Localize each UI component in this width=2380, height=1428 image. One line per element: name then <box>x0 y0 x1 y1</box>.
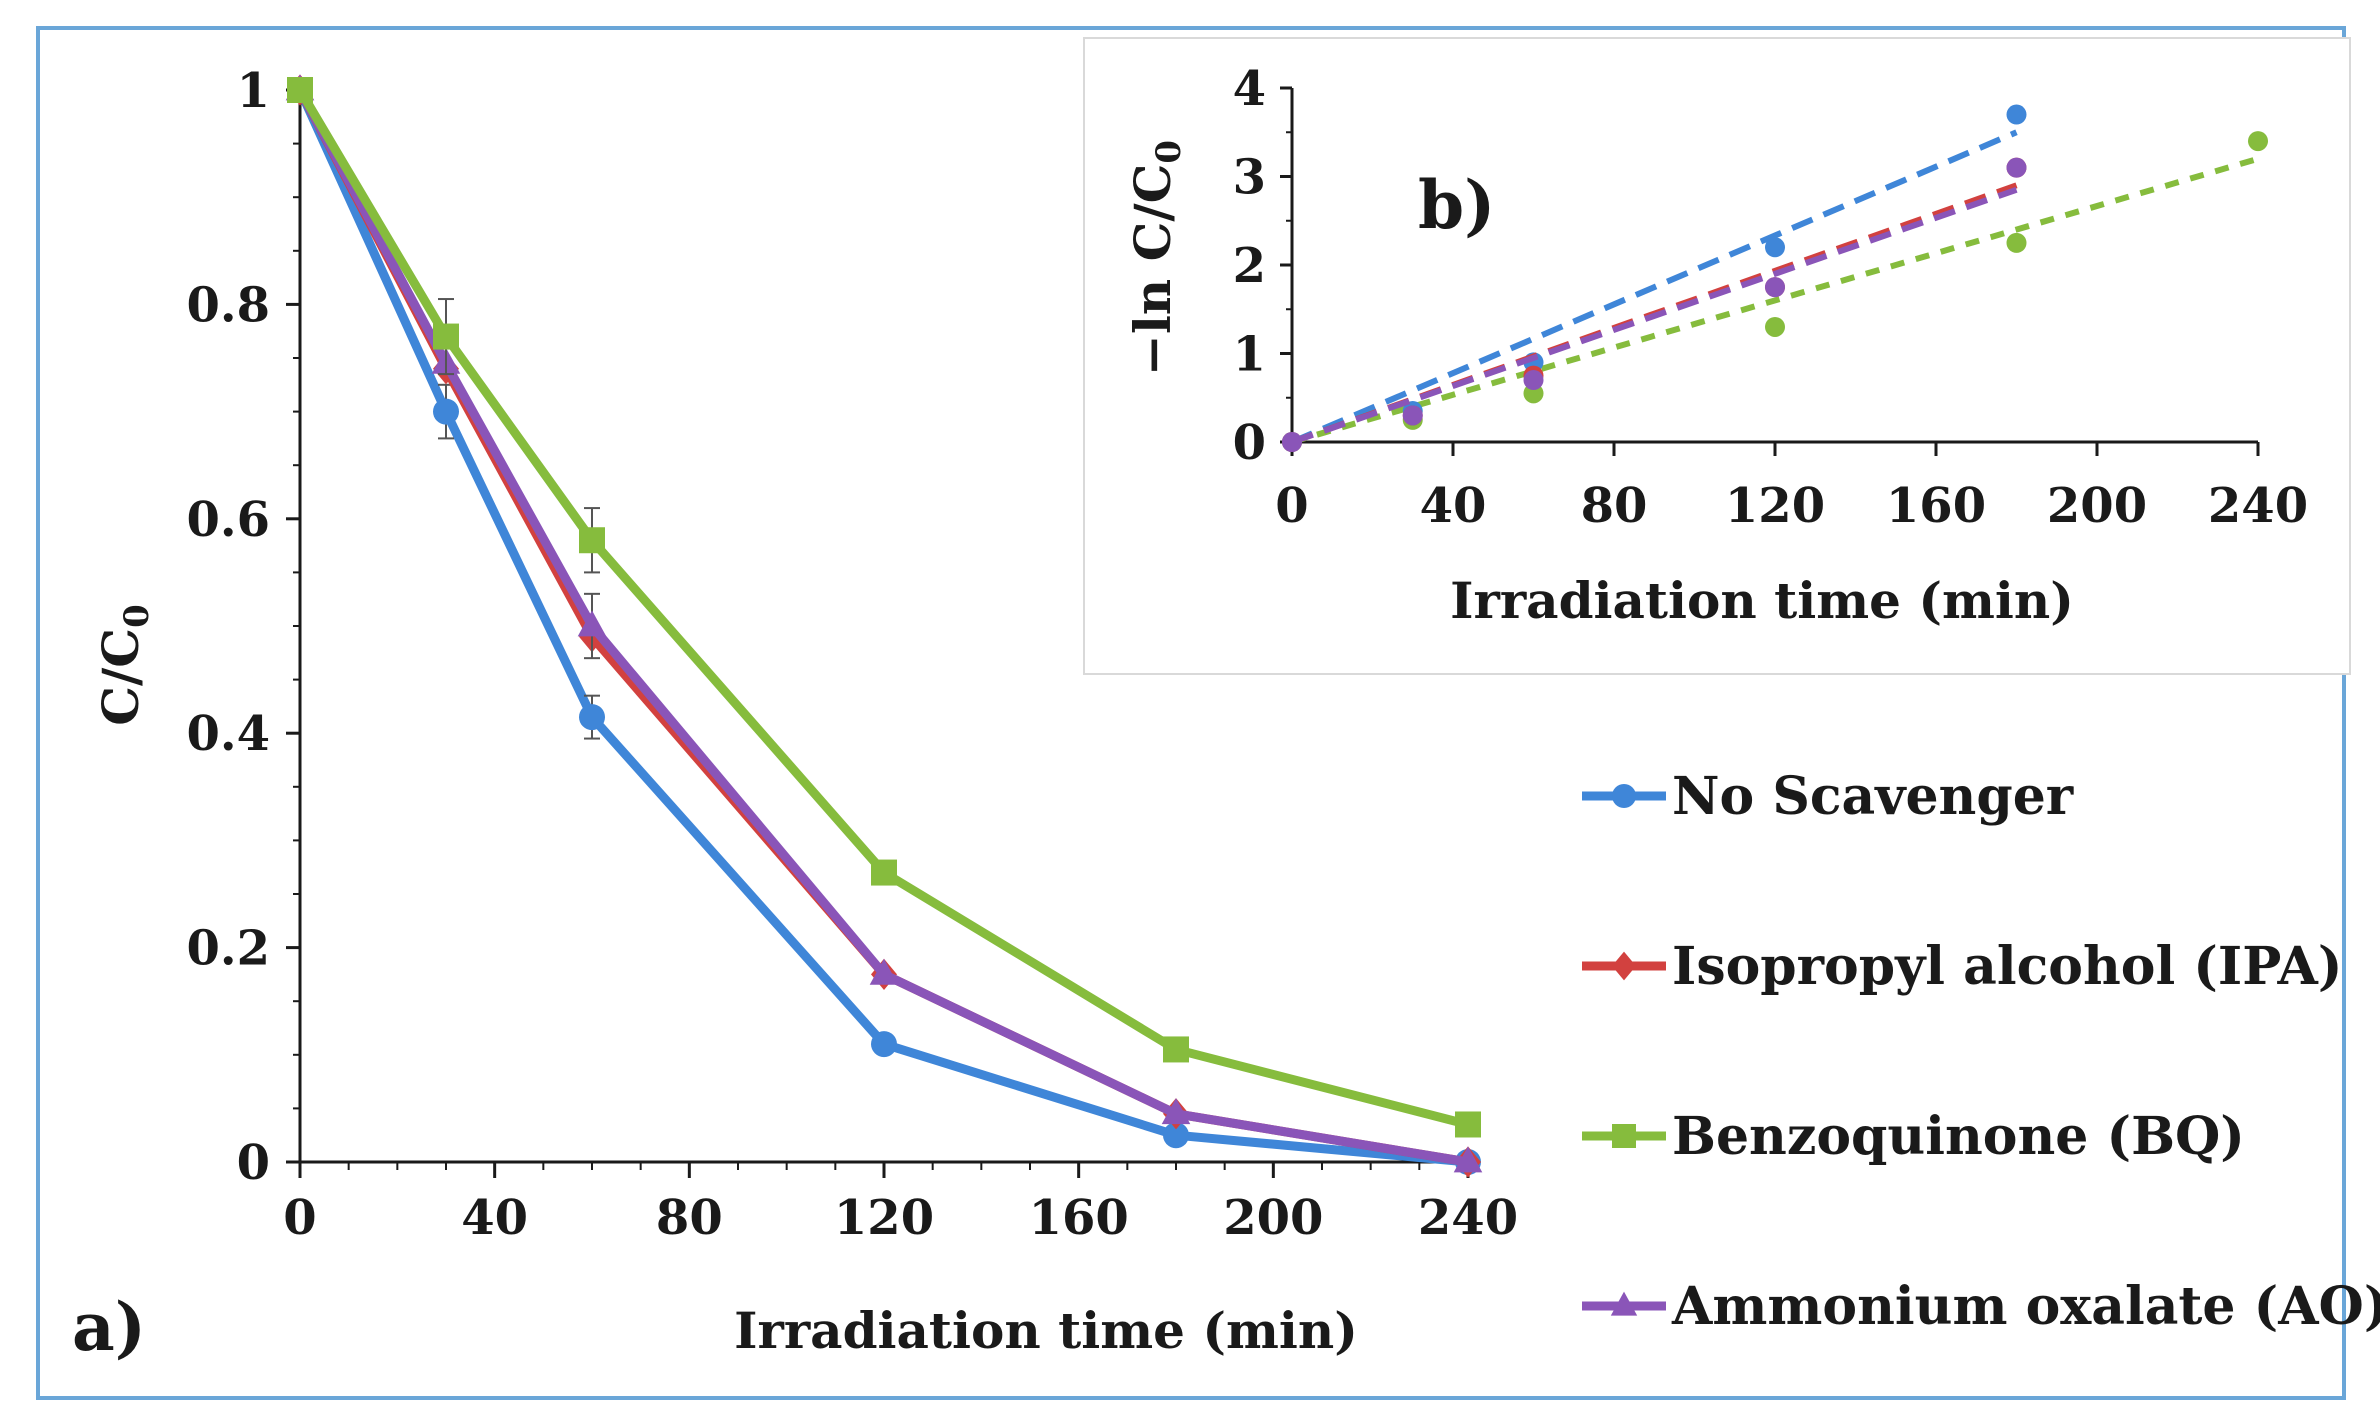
point-no-scavenger <box>871 1031 897 1058</box>
point-ammonium-oxalate-ao <box>1161 1098 1191 1125</box>
main-x-tick-label: 0 <box>283 1190 316 1246</box>
legend-item-isopropyl-alcohol-ipa: Isopropyl alcohol (IPA) <box>1582 936 2343 997</box>
main-x-tick-label: 80 <box>656 1190 723 1246</box>
inset-y-tick-label: 2 <box>1233 238 1266 294</box>
legend-label: Ammonium oxalate (AO) <box>1671 1276 2380 1337</box>
point-ammonium-oxalate-ao <box>869 958 899 985</box>
point-benzoquinone-bq <box>287 77 313 103</box>
point-benzoquinone-bq <box>579 527 605 554</box>
trendline-no-scavenger <box>1290 129 2018 445</box>
legend-label: Benzoquinone (BQ) <box>1672 1106 2245 1167</box>
main-series-group <box>285 74 1483 1178</box>
inset-point-benzoquinone-bq <box>2248 131 2268 152</box>
point-benzoquinone-bq <box>433 323 459 350</box>
trendline-ammonium-oxalate-ao <box>1291 186 2018 445</box>
line-ammonium-oxalate-ao <box>296 87 1469 1167</box>
point-benzoquinone-bq <box>1163 1036 1189 1063</box>
main-y-tick-label: 0 <box>237 1135 270 1191</box>
inset-x-tick-label: 240 <box>2208 478 2308 534</box>
panel-label-a: a) <box>72 1288 146 1366</box>
legend-swatch-marker <box>1612 951 1636 981</box>
inset-y-tick-label: 3 <box>1233 150 1266 206</box>
main-y-axis-title-main: C/C <box>91 628 150 726</box>
inset-y-axis-title-main: −ln C/C <box>1123 164 1182 377</box>
legend-item-benzoquinone-bq: Benzoquinone (BQ) <box>1582 1106 2245 1167</box>
main-y-axis-title: C/C0 <box>91 604 157 726</box>
legend-swatch-marker <box>1610 1291 1638 1316</box>
main-y-tick-label: 1 <box>237 63 270 119</box>
inset-y-tick-label: 4 <box>1233 61 1266 117</box>
main-axes: 00.20.40.60.810 40 80 120 160 200 240 <box>186 63 1518 1246</box>
main-y-tick-label: 0.8 <box>186 277 270 333</box>
panel-label-b: b) <box>1418 166 1495 244</box>
inset-point-ammonium-oxalate-ao <box>1402 405 1423 426</box>
inset-x-tick-label: 40 <box>1420 478 1487 534</box>
inset-series-group <box>1282 104 2268 452</box>
point-no-scavenger <box>579 704 605 731</box>
main-x-tick-label: 240 <box>1418 1190 1518 1246</box>
main-chart: 00.20.40.60.810 40 80 120 160 200 240 Irradiat… <box>72 63 1518 1366</box>
main-x-tick-label: 200 <box>1223 1190 1323 1246</box>
point-ammonium-oxalate-ao <box>577 610 607 637</box>
point-no-scavenger <box>433 398 459 425</box>
series-benzoquinone-bq <box>287 77 1481 1138</box>
main-y-axis-title-sub: 0 <box>117 604 157 628</box>
legend-swatch-marker <box>1612 784 1636 808</box>
line-benzoquinone-bq <box>296 87 1470 1129</box>
inset-point-ammonium-oxalate-ao <box>1282 432 1302 452</box>
inset-point-ammonium-oxalate-ao <box>1523 370 1544 391</box>
main-x-tick-label: 40 <box>461 1190 528 1246</box>
inset-point-ammonium-oxalate-ao <box>2006 157 2027 178</box>
main-x-axis-title: Irradiation time (min) <box>734 1301 1358 1360</box>
main-y-tick-label: 0.4 <box>186 706 270 762</box>
line-no-scavenger <box>295 88 1469 1167</box>
main-y-tick-label: 0.6 <box>186 492 270 548</box>
inset-y-tick-label: 0 <box>1233 415 1266 471</box>
inset-point-benzoquinone-bq <box>1765 316 1785 337</box>
point-no-scavenger <box>1163 1122 1189 1149</box>
inset-x-tick-label: 80 <box>1581 478 1648 534</box>
legend-label: Isopropyl alcohol (IPA) <box>1672 936 2343 997</box>
inset-y-axis-title-sub: 0 <box>1149 140 1189 164</box>
point-benzoquinone-bq <box>1455 1111 1481 1138</box>
inset-frame <box>1083 37 2351 675</box>
legend: No Scavenger Isopropyl alcohol (IPA) Benzo… <box>1582 766 2380 1337</box>
inset-y-tick-label: 1 <box>1233 327 1266 383</box>
inset-x-tick-label: 160 <box>1886 478 1986 534</box>
main-x-tick-label: 160 <box>1029 1190 1129 1246</box>
trendline-benzoquinone-bq <box>1291 155 2259 445</box>
legend-item-ammonium-oxalate-ao: Ammonium oxalate (AO) <box>1582 1276 2380 1337</box>
inset-point-no-scavenger <box>1765 237 1785 258</box>
main-x-tick-label: 120 <box>834 1190 934 1246</box>
inset-x-axis-title: Irradiation time (min) <box>1450 571 2074 630</box>
inset-series-ammonium-oxalate-ao <box>1282 157 2027 452</box>
point-benzoquinone-bq <box>871 859 897 886</box>
inset-y-axis-title: −ln C/C0 <box>1123 140 1189 376</box>
inset-point-ammonium-oxalate-ao <box>1765 277 1785 298</box>
legend-item-no-scavenger: No Scavenger <box>1582 766 2074 827</box>
inset-x-tick-label: 0 <box>1275 478 1308 534</box>
inset-point-no-scavenger <box>2006 104 2027 125</box>
series-no-scavenger <box>287 77 1481 1175</box>
legend-swatch-marker <box>1612 1124 1636 1148</box>
point-ammonium-oxalate-ao <box>1453 1146 1483 1173</box>
inset-point-benzoquinone-bq <box>2006 232 2027 253</box>
legend-label: No Scavenger <box>1672 766 2074 827</box>
inset-x-tick-label: 200 <box>2047 478 2147 534</box>
inset-x-tick-label: 120 <box>1725 478 1825 534</box>
main-y-tick-label: 0.2 <box>186 921 270 977</box>
